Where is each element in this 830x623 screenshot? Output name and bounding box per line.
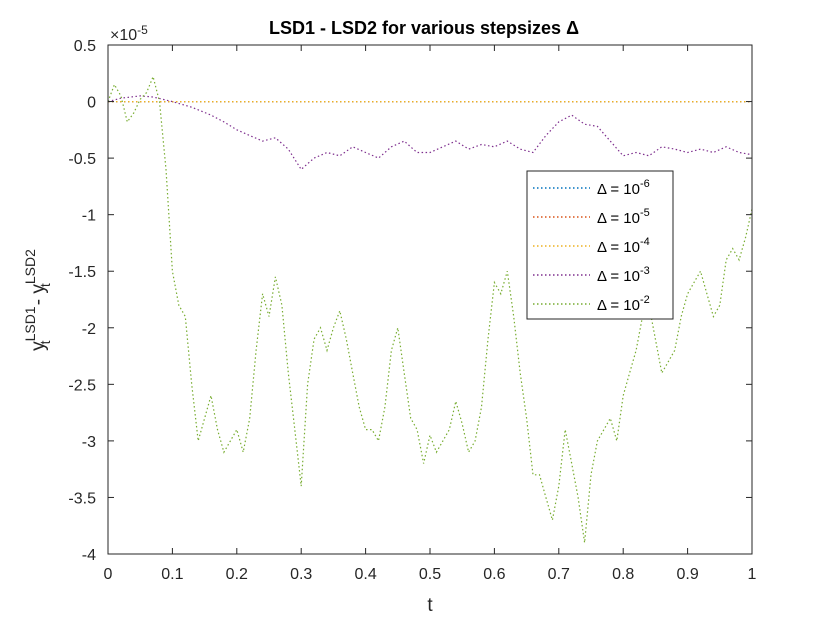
- x-tick-label: 0.6: [483, 566, 505, 583]
- y-label-sup-1: LSD1: [22, 306, 38, 341]
- chart-title: LSD1 - LSD2 for various stepsizes Δ: [269, 18, 579, 38]
- legend-label-base: Δ = 10: [597, 268, 640, 285]
- legend-label-exp: -3: [640, 265, 650, 277]
- y-exponent-base: ×10: [110, 27, 137, 44]
- x-tick-label: 0.1: [161, 566, 183, 583]
- series-line-5: [107, 74, 753, 543]
- legend-label-exp: -4: [640, 236, 650, 248]
- legend-label: Δ = 10-4: [597, 236, 650, 256]
- legend-label-exp: -2: [640, 294, 650, 306]
- y-tick-label: 0.5: [74, 38, 96, 55]
- legend-label: Δ = 10-6: [597, 178, 650, 198]
- y-tick-label: -0.5: [68, 151, 96, 168]
- x-tick-label: 1: [748, 566, 757, 583]
- y-label-sep: -: [28, 294, 49, 311]
- legend-box: [526, 170, 674, 320]
- x-tick-label: 0.2: [226, 566, 248, 583]
- y-tick-label: -3.5: [68, 490, 96, 507]
- series-line-4: [107, 95, 753, 171]
- y-tick-label: -1: [82, 208, 96, 225]
- legend-label: Δ = 10-5: [597, 207, 650, 227]
- legend-label: Δ = 10-2: [597, 294, 650, 314]
- x-tick-label: 0.8: [612, 566, 634, 583]
- y-label-base-2: y: [28, 284, 49, 294]
- y-label-sub-2: t: [37, 283, 53, 287]
- y-exponent-power: -5: [137, 23, 148, 37]
- y-tick-label: -2: [82, 321, 96, 338]
- x-tick-label: 0.9: [676, 566, 698, 583]
- y-label-sup-2: LSD2: [22, 249, 38, 284]
- y-exponent: ×10-5: [110, 23, 148, 44]
- y-axis-label: yLSD1t - yLSD2t: [22, 249, 53, 351]
- y-label-sub-1: t: [37, 340, 53, 344]
- x-tick-label: 0.4: [354, 566, 376, 583]
- x-axis-label: t: [427, 595, 433, 616]
- x-tick-label: 0.3: [290, 566, 312, 583]
- legend-label-base: Δ = 10: [597, 297, 640, 314]
- legend-label-exp: -6: [640, 178, 650, 190]
- series-layer: [107, 74, 753, 543]
- y-tick-label: -2.5: [68, 377, 96, 394]
- x-tick-label: 0: [104, 566, 113, 583]
- y-tick-label: 0: [87, 95, 96, 112]
- y-tick-label: -1.5: [68, 264, 96, 281]
- x-tick-label: 0.5: [419, 566, 441, 583]
- x-ticks: 0 0.1 0.2 0.3 0.4 0.5 0.6 0.7 0.8 0.9 1: [104, 45, 757, 583]
- legend-label-base: Δ = 10: [597, 181, 640, 198]
- y-tick-label: -4: [82, 547, 96, 564]
- y-ticks: 0.5 0 -0.5 -1 -1.5 -2 -2.5 -3 -3.5 -4: [68, 38, 752, 564]
- legend-label-exp: -5: [640, 207, 650, 219]
- x-tick-label: 0.7: [548, 566, 570, 583]
- y-tick-label: -3: [82, 434, 96, 451]
- legend: Δ = 10-6Δ = 10-5Δ = 10-4Δ = 10-3Δ = 10-2: [526, 170, 674, 320]
- y-label-base-1: y: [28, 341, 49, 351]
- legend-label: Δ = 10-3: [597, 265, 650, 285]
- legend-label-base: Δ = 10: [597, 210, 640, 227]
- legend-label-base: Δ = 10: [597, 239, 640, 256]
